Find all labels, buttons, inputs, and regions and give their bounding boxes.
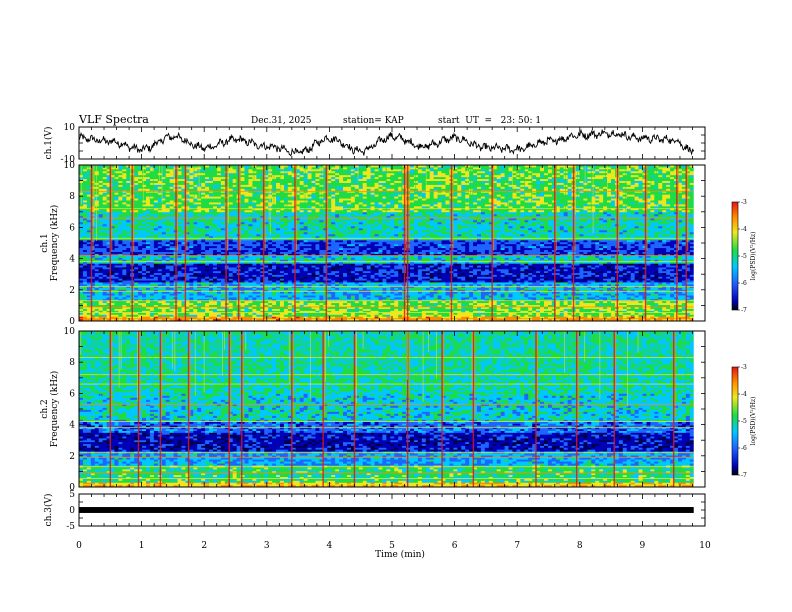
ch1-spectrogram-image [79,165,705,321]
ch1-waveform-ylabel: ch.1(V) [43,127,54,160]
ch1-waveform-panel: 10-10 ch.1(V) [43,123,705,165]
vlf-figure: VLF Spectra Dec.31, 2025 station= KAP st… [0,0,792,612]
header-start-time: start UT = 23: 50: 1 [438,116,541,126]
header-date: Dec.31, 2025 [251,116,312,126]
y-tick-label: 10 [64,123,76,133]
figure-title: VLF Spectra [78,113,149,126]
header-station: station= KAP [343,116,404,126]
